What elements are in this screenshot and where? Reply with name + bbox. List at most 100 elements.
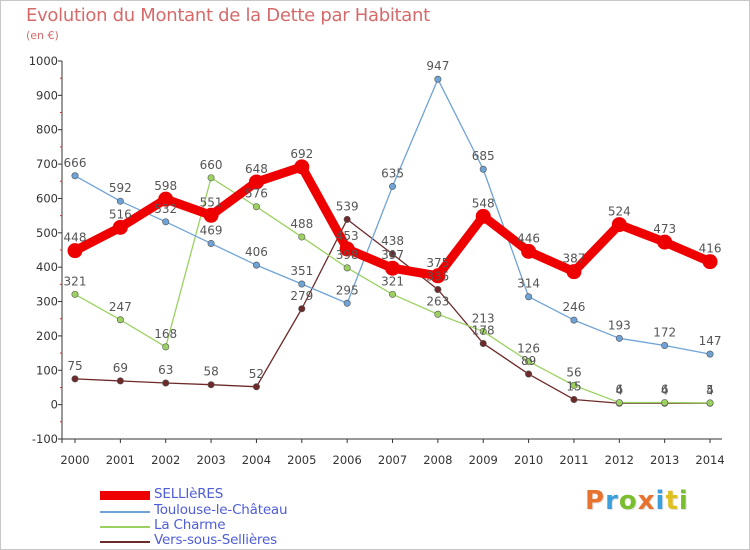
data-label: 516 (109, 207, 132, 221)
x-tick-label: 2002 (151, 453, 180, 467)
logo-letter: x (637, 486, 656, 516)
y-tick-label: 400 (36, 260, 58, 274)
data-point (112, 219, 128, 235)
data-label: 246 (563, 300, 586, 314)
legend-swatch-la-charme (100, 526, 150, 528)
data-label: 89 (521, 354, 536, 368)
data-point (434, 75, 442, 83)
data-point (248, 174, 264, 190)
logo-letter: r (605, 486, 619, 516)
data-point (566, 264, 582, 280)
data-label: 666 (64, 156, 87, 170)
data-point (71, 172, 79, 180)
data-label: 178 (472, 323, 495, 337)
data-label: 635 (381, 166, 404, 180)
data-label: 592 (109, 181, 132, 195)
x-tick-label: 2013 (650, 453, 679, 467)
data-label: 446 (517, 231, 540, 245)
data-point (389, 182, 397, 190)
data-label: 375 (426, 256, 449, 270)
data-point (479, 165, 487, 173)
data-label: 406 (245, 245, 268, 259)
data-point (252, 203, 260, 211)
data-label: 279 (290, 289, 313, 303)
data-point (343, 215, 351, 223)
data-label: 193 (608, 318, 631, 332)
y-tick-label: 900 (36, 88, 58, 102)
data-point (702, 254, 718, 270)
x-tick-label: 2004 (242, 453, 271, 467)
data-point (203, 207, 219, 223)
x-tick-label: 2012 (605, 453, 634, 467)
chart-title: Evolution du Montant de la Dette par Hab… (26, 5, 430, 26)
data-point (570, 395, 578, 403)
data-label: 660 (200, 158, 223, 172)
data-label: 63 (158, 363, 173, 377)
data-label: 947 (426, 59, 449, 73)
data-point (252, 261, 260, 269)
data-point (298, 305, 306, 313)
legend-label-vers-sous-sellieres: Vers-sous-Sellières (154, 532, 277, 548)
data-point (615, 334, 623, 342)
data-point (116, 316, 124, 324)
legend-label-sellieres: SELLIèRES (154, 486, 224, 502)
data-label: 548 (472, 196, 495, 210)
x-tick-label: 2014 (695, 453, 724, 467)
data-point (252, 383, 260, 391)
y-tick-label: 600 (36, 191, 58, 205)
data-point (298, 280, 306, 288)
data-labels-layer: 4485165985516486924533973755484463875244… (64, 59, 722, 397)
data-point (706, 350, 714, 358)
y-tick-label: 1000 (29, 54, 58, 68)
data-point (389, 290, 397, 298)
data-label: 469 (200, 223, 223, 237)
data-label: 15 (566, 379, 581, 393)
x-tick-label: 2003 (196, 453, 225, 467)
data-point (343, 264, 351, 272)
data-label: 321 (64, 274, 87, 288)
y-tick-label: 700 (36, 157, 58, 171)
data-point (162, 379, 170, 387)
legend-label-toulouse-le-chateau: Toulouse-le-Château (154, 502, 288, 518)
data-point (475, 208, 491, 224)
data-point (525, 370, 533, 378)
data-point (479, 327, 487, 335)
data-point (706, 399, 714, 407)
data-label: 416 (699, 242, 722, 256)
data-label: 213 (472, 311, 495, 325)
data-label: 532 (154, 202, 177, 216)
data-label: 398 (336, 248, 359, 262)
data-label: 438 (381, 234, 404, 248)
data-point (661, 399, 669, 407)
data-point (71, 375, 79, 383)
data-point (434, 286, 442, 294)
data-point (525, 293, 533, 301)
data-label: 4 (661, 383, 669, 397)
data-point (615, 399, 623, 407)
data-point (294, 159, 310, 175)
y-tick-label: 0 (51, 398, 58, 412)
data-label: 321 (381, 274, 404, 288)
data-point (158, 191, 174, 207)
data-label: 172 (653, 326, 676, 340)
data-point (162, 343, 170, 351)
data-label: 69 (113, 361, 128, 375)
data-point (162, 218, 170, 226)
data-point (385, 260, 401, 276)
series-layer (67, 75, 718, 407)
data-point (389, 250, 397, 258)
x-tick-label: 2000 (60, 453, 89, 467)
x-tick-label: 2009 (469, 453, 498, 467)
data-point (207, 174, 215, 182)
legend-label-la-charme: La Charme (154, 517, 226, 533)
data-label: 448 (64, 231, 87, 245)
data-point (611, 217, 627, 233)
series-2 (71, 174, 714, 407)
proxiti-logo[interactable]: Proxiti (585, 486, 689, 516)
logo-letter: o (618, 486, 638, 516)
data-point (434, 310, 442, 318)
logo-letter: i (678, 486, 689, 516)
data-label: 295 (336, 283, 359, 297)
data-label: 56 (566, 365, 581, 379)
